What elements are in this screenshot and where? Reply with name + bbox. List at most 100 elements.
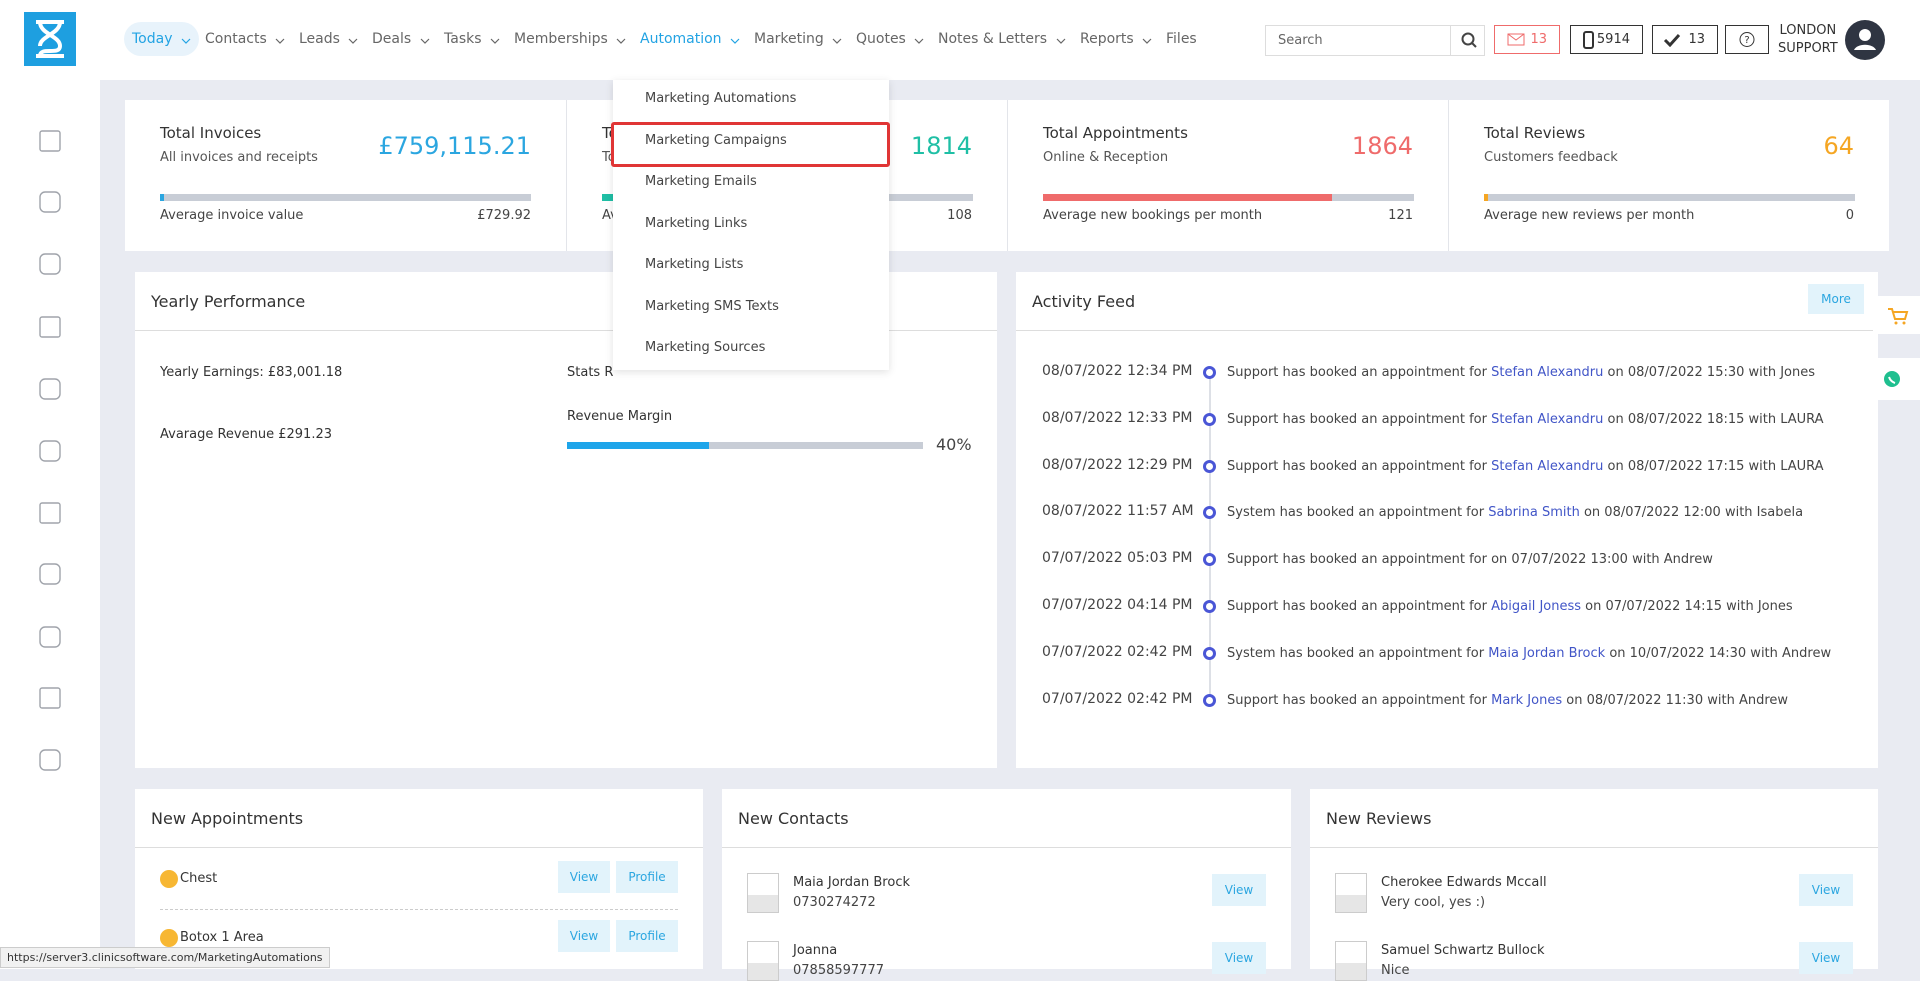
avatar-placeholder (747, 941, 779, 981)
dropdown-item[interactable]: Marketing Automations (645, 91, 796, 106)
phone-icon (1583, 31, 1594, 49)
feed-text: Support has booked an appointment for on… (1227, 552, 1713, 567)
tasks-badge[interactable]: 13 (1652, 25, 1718, 54)
nav-item[interactable]: Files (1166, 31, 1197, 47)
average-revenue: Avarage Revenue £291.23 (160, 427, 332, 442)
feed-link[interactable]: Abigail Joness (1491, 599, 1581, 614)
nav-item[interactable]: Today (132, 31, 173, 47)
dropdown-item[interactable]: Marketing Lists (645, 257, 743, 272)
feed-time: 07/07/2022 02:42 PM (1042, 644, 1192, 660)
status-url: https://server3.clinicsoftware.com/Marke… (0, 947, 330, 968)
dropdown-item[interactable]: Marketing Links (645, 216, 747, 231)
view-button[interactable]: View (558, 920, 610, 952)
sidebar-icon[interactable] (40, 441, 60, 461)
nav-item[interactable]: Memberships (514, 31, 608, 47)
avatar-placeholder (1335, 873, 1367, 913)
view-button[interactable]: View (1799, 874, 1853, 906)
row-name: Cherokee Edwards Mccall (1381, 875, 1547, 890)
view-button[interactable]: View (1799, 942, 1853, 974)
view-button[interactable]: View (558, 861, 610, 893)
nav-item[interactable]: Quotes (856, 31, 906, 47)
profile-button[interactable]: Profile (616, 920, 678, 952)
sidebar-icon[interactable] (40, 317, 60, 337)
dropdown-item[interactable]: Marketing Sources (645, 340, 765, 355)
reviews-panel: New Reviews Cherokee Edwards Mccall Very c… (1310, 789, 1878, 969)
user-line: SUPPORT (1778, 40, 1838, 58)
caret (181, 38, 191, 44)
nav-item[interactable]: Notes & Letters (938, 31, 1047, 47)
feed-link[interactable]: Stefan Alexandru (1491, 412, 1603, 427)
feed-text: System has booked an appointment for (1227, 505, 1484, 520)
margin-value: 40% (936, 435, 972, 454)
sidebar-icon[interactable] (40, 503, 60, 523)
status-dot (160, 929, 178, 947)
nav-item[interactable]: Automation (640, 31, 722, 47)
feed-link[interactable]: Mark Jones (1491, 693, 1562, 708)
help-button[interactable]: ? (1725, 25, 1769, 54)
caret (730, 38, 740, 44)
feed-time: 07/07/2022 02:42 PM (1042, 691, 1192, 707)
search-icon[interactable] (1450, 26, 1486, 55)
cart-tab[interactable] (1873, 296, 1920, 334)
sidebar-icon[interactable] (40, 627, 60, 647)
search-box[interactable]: Search (1265, 25, 1485, 56)
appointment-name: Botox 1 Area (180, 930, 264, 945)
nav-item[interactable]: Tasks (444, 31, 482, 47)
panel-title: New Reviews (1310, 789, 1878, 848)
sidebar-icon[interactable] (40, 688, 60, 708)
more-button[interactable]: More (1808, 284, 1864, 314)
feed-link[interactable]: Maia Jordan Brock (1488, 646, 1605, 661)
view-button[interactable]: View (1212, 942, 1266, 974)
check-icon (1663, 33, 1681, 47)
logo[interactable] (24, 12, 76, 66)
phone-count: 5914 (1597, 32, 1630, 47)
dropdown-item[interactable]: Marketing Emails (645, 174, 757, 189)
stat-footer-value: 108 (947, 208, 972, 223)
nav-item[interactable]: Marketing (754, 31, 824, 47)
stat-footer-value: 121 (1388, 208, 1413, 223)
caret (348, 38, 358, 44)
stat-footer-value: £729.92 (477, 208, 531, 223)
stat-footer-value: 0 (1846, 208, 1854, 223)
stat-value: £759,115.21 (378, 132, 531, 160)
sidebar-icon[interactable] (40, 564, 60, 584)
whatsapp-tab[interactable] (1873, 358, 1920, 400)
phone-badge[interactable]: 5914 (1570, 25, 1643, 54)
row-divider (160, 909, 678, 910)
nav-item[interactable]: Leads (299, 31, 340, 47)
margin-label: Revenue Margin (567, 409, 672, 424)
caret (1056, 38, 1066, 44)
mail-badge[interactable]: 13 (1494, 25, 1560, 54)
feed-link[interactable]: Sabrina Smith (1488, 505, 1580, 520)
row-name: Joanna (793, 943, 837, 958)
profile-button[interactable]: Profile (616, 861, 678, 893)
feed-link[interactable]: Stefan Alexandru (1491, 365, 1603, 380)
sidebar-icon[interactable] (40, 254, 60, 274)
feed-text: Support has booked an appointment for (1227, 599, 1487, 614)
sidebar-icon[interactable] (40, 192, 60, 212)
stat-title: Total Appointments (1043, 124, 1188, 142)
feed-text: System has booked an appointment for (1227, 646, 1484, 661)
stats-label: Stats R (567, 365, 613, 380)
view-button[interactable]: View (1212, 874, 1266, 906)
sidebar-icon[interactable] (40, 379, 60, 399)
nav-item[interactable]: Contacts (205, 31, 267, 47)
feed-text: Support has booked an appointment for (1227, 365, 1487, 380)
nav-item[interactable]: Deals (372, 31, 411, 47)
nav-item[interactable]: Reports (1080, 31, 1134, 47)
sidebar-icon[interactable] (40, 131, 60, 151)
dropdown-item[interactable]: Marketing SMS Texts (645, 299, 779, 314)
margin-fill (567, 442, 709, 449)
sidebar-icon[interactable] (40, 750, 60, 770)
stat-footer-label: Average new bookings per month (1043, 208, 1262, 223)
row-detail: 07858597777 (793, 963, 884, 978)
yearly-earnings: Yearly Earnings: £83,001.18 (160, 365, 342, 380)
tasks-count: 13 (1688, 32, 1705, 47)
avatar[interactable] (1845, 20, 1885, 60)
stat-footer-label: Average invoice value (160, 208, 303, 223)
row-detail: Very cool, yes :) (1381, 895, 1485, 910)
activity-panel: Activity Feed More 08/07/2022 12:34 PMSu… (1016, 272, 1878, 768)
dropdown-item[interactable]: Marketing Campaigns (645, 133, 787, 148)
user-name[interactable]: LONDONSUPPORT (1778, 22, 1838, 58)
feed-link[interactable]: Stefan Alexandru (1491, 459, 1603, 474)
